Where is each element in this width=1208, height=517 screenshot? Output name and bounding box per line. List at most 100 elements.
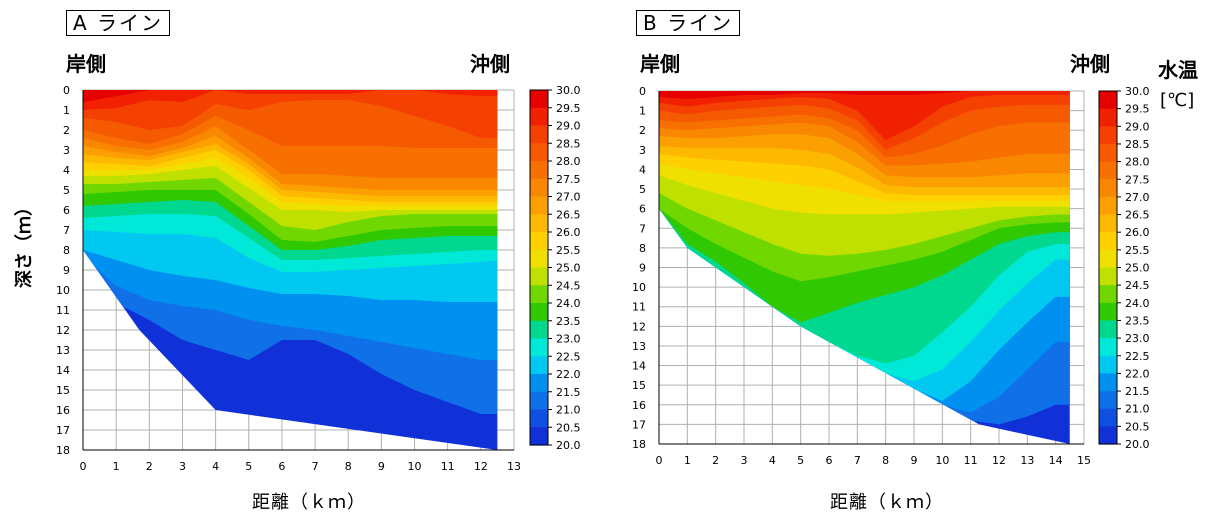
colorbar-swatch [1099,179,1117,198]
tick-labels: 0 1 2 3 4 5 6 7 8 9 10 11 12 130123456789101112131415… [56,84,521,473]
colorbar-swatch [530,303,548,322]
x-tick-label: 7 [312,460,319,473]
y-tick-label: 16 [632,399,646,412]
colorbar-swatch [530,338,548,357]
temperature-bands [83,90,498,450]
x-tick-label: 8 [882,454,889,467]
colorbar-label: 23.0 [1125,332,1150,345]
y-tick-label: 2 [639,124,646,137]
y-tick-label: 17 [632,418,646,431]
colorbar-label: 27.0 [1125,191,1150,204]
x-tick-label: 0 [656,454,663,467]
y-tick-label: 14 [632,360,646,373]
chart-title-b: B ライン [636,10,741,36]
colorbar-swatch [1099,143,1117,163]
y-tick-label: 0 [63,84,70,97]
band-29 [659,91,1070,141]
colorbar-label: 28.0 [556,155,581,168]
colorbar-swatch [1099,161,1117,180]
shore-side-label-b: 岸側 [640,52,680,76]
y-tick-label: 6 [63,204,70,217]
colorbar-swatch [1099,285,1117,304]
colorbar-swatch [530,285,548,304]
colorbar-swatch [530,356,548,375]
colorbar-swatch [1099,214,1117,233]
y-tick-label: 14 [56,364,70,377]
band-29 [83,90,498,110]
temperature-bands [659,91,1070,444]
colorbar-label: 28.5 [556,137,581,150]
colorbar-label: 21.5 [556,386,581,399]
y-tick-label: 10 [632,281,646,294]
colorbar-label: 24.5 [1125,279,1150,292]
colorbar-swatch [530,409,548,428]
x-axis-label-a: 距離（ｋｍ） [252,492,366,513]
y-tick-label: 8 [63,244,70,257]
y-tick-label: 7 [639,222,646,235]
x-tick-label: 10 [935,454,949,467]
x-tick-label: 13 [1020,454,1034,467]
y-tick-label: 12 [56,324,70,337]
y-tick-label: 1 [639,105,646,118]
x-tick-label: 6 [278,460,285,473]
x-tick-label: 2 [146,460,153,473]
colorbar-swatch [530,232,548,251]
colorbar-label: 21.5 [1125,385,1150,398]
colorbar-label: 26.5 [556,208,581,221]
x-tick-label: 14 [1049,454,1063,467]
y-tick-label: 11 [56,304,70,317]
colorbar-swatch [530,107,548,127]
colorbar-label: 20.5 [556,421,581,434]
y-tick-label: 11 [632,301,646,314]
chart-title-a: A ライン [66,10,171,36]
y-tick-label: 12 [632,320,646,333]
x-tick-label: 0 [80,460,87,473]
colorbar-label: 28.5 [1125,138,1150,151]
shore-side-label-a: 岸側 [66,52,106,76]
colorbar-swatch [530,267,548,286]
colorbar-swatch [1099,355,1117,374]
x-tick-label: 11 [964,454,978,467]
y-tick-label: 18 [56,444,70,457]
colorbar-swatch [1099,267,1117,286]
colorbar-swatch [1099,126,1117,145]
y-tick-label: 9 [639,262,646,275]
x-tick-label: 13 [507,460,521,473]
colorbar-label: 21.0 [1125,403,1150,416]
colorbar-swatch [1099,320,1117,339]
tick-labels: 0 1 2 3 4 5 6 7 8 9 10 11 12 13 14 15012345678910111213… [632,85,1091,467]
y-tick-label: 5 [63,184,70,197]
colorbar-swatch [530,161,548,180]
colorbar-swatch [530,427,548,446]
colorbar-label: 29.5 [556,102,581,115]
x-tick-label: 6 [826,454,833,467]
colorbar-swatch [530,125,548,144]
x-tick-label: 15 [1077,454,1091,467]
colorbar-label: 29.0 [1125,120,1150,133]
y-tick-label: 13 [632,340,646,353]
x-tick-label: 8 [345,460,352,473]
colorbar-swatch [1099,91,1117,110]
y-tick-label: 0 [639,85,646,98]
colorbar: 30.0 29.5 29.0 28.5 28.0 27.5 27.0 26.5 26.0 25.5… [529,84,581,452]
colorbar-swatch [1099,196,1117,216]
x-tick-label: 9 [378,460,385,473]
colorbar-label: 26.5 [1125,209,1150,222]
colorbar-label: 29.0 [556,120,581,133]
colorbar-label: 25.5 [556,244,581,257]
band-28.5 [659,91,1070,150]
colorbar-swatch [530,178,548,198]
colorbar-swatch [1099,232,1117,251]
colorbar-label: 24.0 [1125,297,1150,310]
colorbar-label: 28.0 [1125,156,1150,169]
colorbar-swatch [530,320,548,340]
x-tick-label: 12 [992,454,1006,467]
colorbar-swatch [530,214,548,233]
colorbar-swatch [530,90,548,109]
y-tick-label: 15 [56,384,70,397]
x-tick-label: 4 [769,454,776,467]
colorbar-swatch [530,249,548,269]
band-30.0 [83,90,498,102]
y-tick-label: 6 [639,203,646,216]
x-tick-label: 10 [408,460,422,473]
